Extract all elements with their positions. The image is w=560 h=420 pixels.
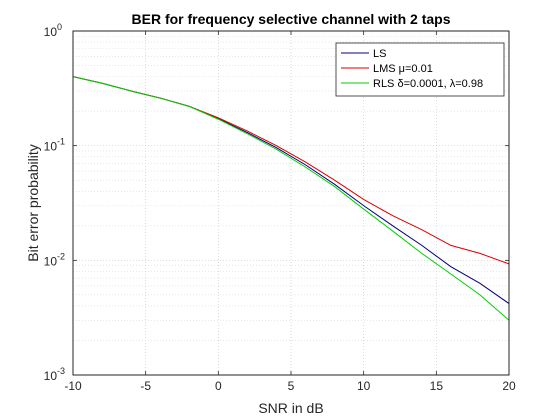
chart-title: BER for frequency selective channel with… [132,11,451,27]
y-tick-label: 10 [44,25,58,39]
legend-label-2: LMS μ=0.01 [373,63,433,75]
x-tick-label: 15 [430,379,444,393]
y-tick-exponent: -2 [57,251,65,261]
x-tick-label: 10 [357,379,371,393]
legend-label-1: LS [373,48,386,60]
y-tick-label: 10 [44,369,58,383]
x-tick-label: -5 [140,379,151,393]
y-tick-exponent: -3 [57,366,65,376]
x-tick-label: 5 [288,379,295,393]
x-tick-label: -10 [64,379,82,393]
x-tick-label: 20 [502,379,516,393]
series-layer [72,76,510,321]
y-tick-label: 10 [44,140,58,154]
x-tick-label: 0 [215,379,222,393]
legend-label-3: RLS δ=0.0001, λ=0.98 [373,78,483,90]
y-tick-exponent: -1 [57,137,65,147]
y-tick-exponent: 0 [57,22,62,32]
series-line-3 [72,76,510,321]
legend: LS LMS μ=0.01 RLS δ=0.0001, λ=0.98 [335,42,505,97]
x-axis-label: SNR in dB [258,400,323,416]
y-tick-label: 10 [44,254,58,268]
y-axis-label: Bit error probability [25,144,41,262]
x-axis: -10 -5 0 5 10 15 20 [64,31,516,393]
legend-box [335,42,505,97]
